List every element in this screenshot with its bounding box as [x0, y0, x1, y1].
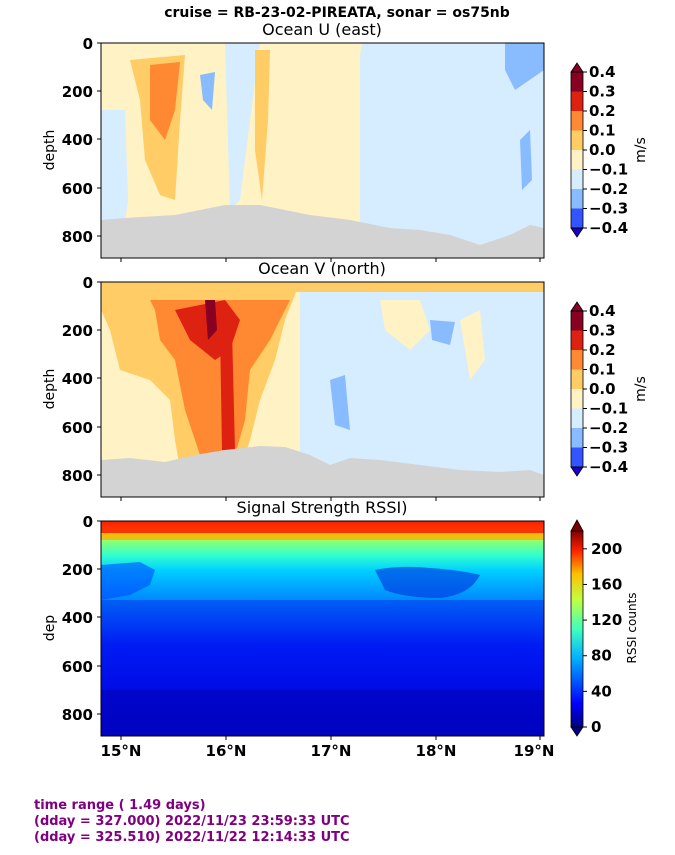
- colorbar-tick-label: 160: [591, 575, 622, 593]
- u-colorbar: 0.4 0.30.2 0.10.0 −0.1−0.2 −0.3−0.4 m/s: [570, 62, 649, 238]
- rssi-colorbar-label: RSSI counts: [625, 592, 639, 663]
- colorbar-tick-label: 0.1: [589, 122, 616, 140]
- colorbar-level: [571, 311, 583, 331]
- rssi-ylabel: dep: [42, 615, 58, 642]
- panel-rssi: Signal Strength RSSI) dep 0 200 400 600 …: [42, 498, 639, 760]
- panel-v-title: Ocean V (north): [258, 259, 386, 278]
- u-yticks: 0 200 400 600 800: [62, 35, 101, 246]
- colorbar-level: [571, 208, 583, 228]
- xtick-17N: 17°N: [311, 742, 352, 760]
- colorbar-level: [571, 91, 583, 111]
- v-yticks: 0 200 400 600 800: [62, 274, 101, 485]
- colorbar-tick-label: −0.1: [589, 161, 628, 179]
- colorbar-level: [571, 330, 583, 350]
- panel-rssi-title: Signal Strength RSSI): [237, 498, 408, 517]
- v-ytick-0: 0: [83, 274, 93, 292]
- rssi-xticks: 15°N 16°N 17°N 18°N 19°N: [101, 736, 555, 760]
- rssi-field: [101, 521, 544, 736]
- end-time-line: (dday = 327.000) 2022/11/23 23:59:33 UTC: [34, 814, 350, 829]
- colorbar-level: [571, 389, 583, 409]
- panel-ocean-u: Ocean U (east) depth 0 200 400 600 800: [42, 20, 649, 262]
- u-ytick-200: 200: [62, 83, 93, 101]
- colorbar-tick-label: −0.3: [589, 439, 628, 457]
- colorbar-tick-label: −0.4: [589, 458, 628, 476]
- xtick-18N: 18°N: [416, 742, 457, 760]
- u-colorbar-extend-top: [570, 62, 584, 73]
- v-ytick-800: 800: [62, 467, 93, 485]
- colorbar-tick-label: 80: [591, 647, 612, 665]
- time-range-footer: time range ( 1.49 days) (dday = 327.000)…: [34, 798, 350, 846]
- u-ytick-400: 400: [62, 131, 93, 149]
- v-ytick-200: 200: [62, 322, 93, 340]
- figure-suptitle: cruise = RB-23-02-PIREATA, sonar = os75n…: [164, 5, 510, 21]
- v-xticks: [120, 497, 541, 501]
- colorbar-level: [571, 350, 583, 370]
- v-colorbar-extend-top: [570, 301, 584, 312]
- start-time-line: (dday = 325.510) 2022/11/22 12:14:33 UTC: [34, 830, 350, 845]
- u-colorbar-extend-bottom: [570, 227, 584, 238]
- colorbar-tick-label: 0.1: [589, 361, 616, 379]
- v-colorbar: 0.4 0.30.2 0.10.0 −0.1−0.2 −0.3−0.4 m/s: [570, 301, 649, 477]
- rssi-colorbar: 200 160 120 80 40 0 RSSI counts: [570, 519, 639, 737]
- u-xticks: [120, 258, 541, 262]
- colorbar-tick-label: 0.0: [589, 141, 616, 159]
- colorbar-level: [571, 189, 583, 209]
- colorbar-tick-label: 200: [591, 540, 622, 558]
- rssi-colorbar-extend-top: [570, 519, 584, 532]
- colorbar-tick-label: −0.4: [589, 219, 628, 237]
- colorbar-tick-label: 0.0: [589, 380, 616, 398]
- v-field: [101, 282, 544, 497]
- colorbar-tick-label: 120: [591, 611, 622, 629]
- colorbar-tick-label: 0.4: [589, 302, 616, 320]
- u-ytick-800: 800: [62, 228, 93, 246]
- u-ytick-600: 600: [62, 180, 93, 198]
- colorbar-tick-label: 0: [591, 718, 601, 736]
- colorbar-tick-label: 0.2: [589, 102, 616, 120]
- colorbar-level: [571, 72, 583, 92]
- rssi-yticks: 0 200 400 600 800: [62, 513, 101, 724]
- colorbar-tick-label: −0.2: [589, 419, 628, 437]
- u-field: [101, 43, 544, 258]
- panel-u-title: Ocean U (east): [262, 20, 382, 39]
- xtick-16N: 16°N: [206, 742, 247, 760]
- v-colorbar-label: m/s: [633, 376, 649, 402]
- colorbar-tick-label: 0.4: [589, 63, 616, 81]
- rssi-ytick-0: 0: [83, 513, 93, 531]
- colorbar-level: [571, 428, 583, 448]
- colorbar-tick-label: −0.2: [589, 180, 628, 198]
- colorbar-tick-label: 0.3: [589, 322, 616, 340]
- v-ylabel: depth: [42, 369, 58, 410]
- colorbar-level: [571, 111, 583, 131]
- colorbar-level: [571, 369, 583, 389]
- u-colorbar-levels: [571, 72, 583, 228]
- xtick-15N: 15°N: [101, 742, 142, 760]
- colorbar-tick-label: 40: [591, 682, 612, 700]
- colorbar-tick-label: −0.1: [589, 400, 628, 418]
- colorbar-level: [571, 169, 583, 189]
- rssi-ytick-400: 400: [62, 609, 93, 627]
- u-ylabel: depth: [42, 130, 58, 171]
- panel-ocean-v: Ocean V (north) depth 0 200 400 600: [42, 259, 649, 501]
- rssi-colorbar-extend-bottom: [570, 726, 584, 737]
- time-range-line: time range ( 1.49 days): [34, 798, 206, 813]
- xtick-19N: 19°N: [514, 742, 555, 760]
- colorbar-level: [571, 130, 583, 150]
- u-colorbar-label: m/s: [633, 137, 649, 163]
- rssi-colorbar-gradient: [570, 530, 584, 728]
- colorbar-level: [571, 408, 583, 428]
- colorbar-tick-label: 0.2: [589, 341, 616, 359]
- v-colorbar-extend-bottom: [570, 466, 584, 477]
- rssi-ytick-200: 200: [62, 561, 93, 579]
- colorbar-tick-label: 0.3: [589, 83, 616, 101]
- u-ytick-0: 0: [83, 35, 93, 53]
- rssi-ytick-600: 600: [62, 658, 93, 676]
- v-ytick-600: 600: [62, 419, 93, 437]
- colorbar-level: [571, 150, 583, 170]
- colorbar-tick-label: −0.3: [589, 200, 628, 218]
- rssi-ytick-800: 800: [62, 706, 93, 724]
- v-ytick-400: 400: [62, 370, 93, 388]
- colorbar-level: [571, 447, 583, 467]
- v-colorbar-levels: [571, 311, 583, 467]
